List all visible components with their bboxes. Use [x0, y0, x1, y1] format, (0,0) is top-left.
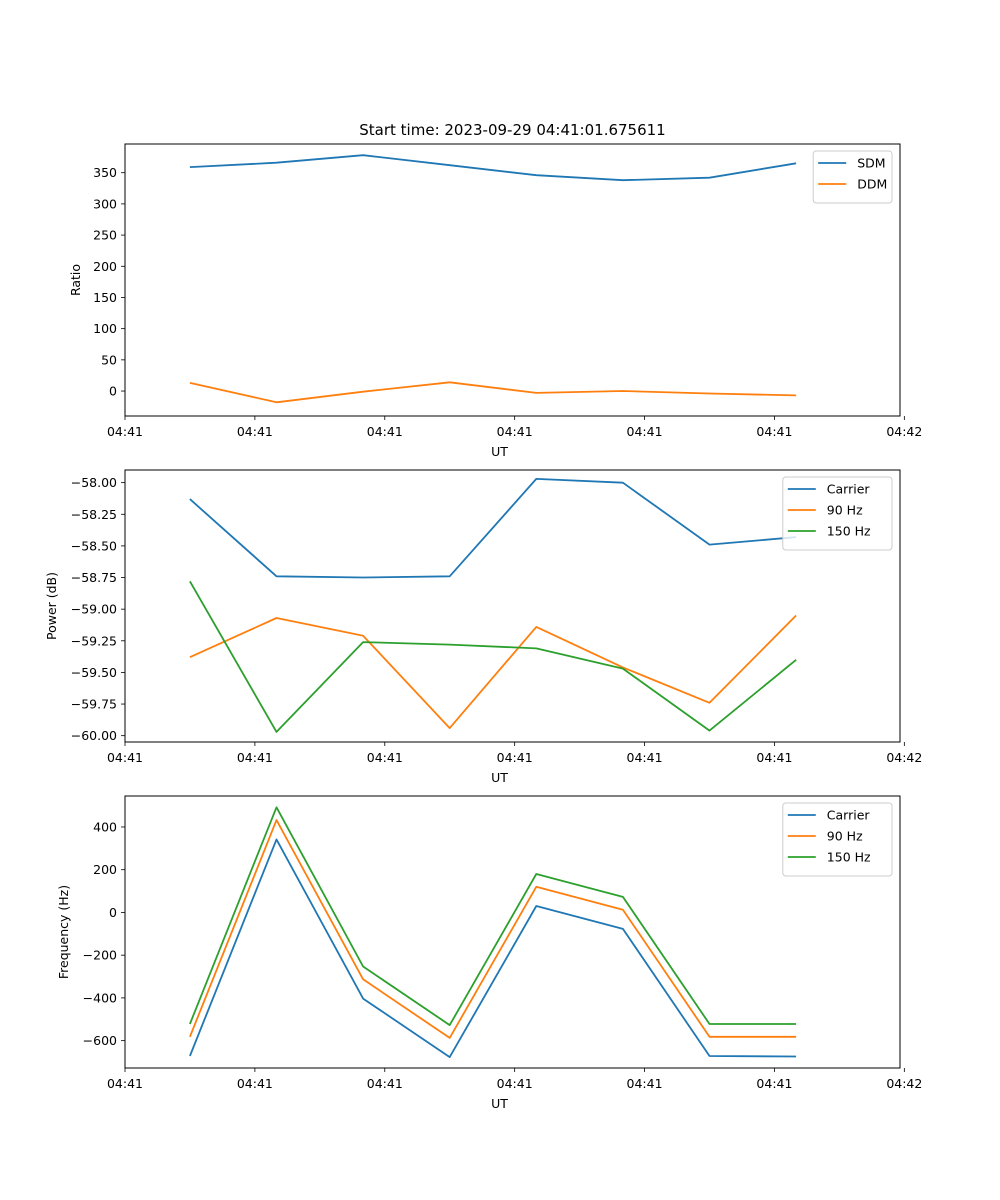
- y-tick-label: −58.50: [71, 538, 117, 553]
- axes-frame: [124, 469, 901, 743]
- y-axis-label: Power (dB): [44, 572, 59, 640]
- x-tick-label: 04:41: [237, 424, 273, 439]
- y-tick-label: 400: [93, 819, 117, 834]
- y-tick-label: 200: [93, 862, 117, 877]
- y-tick-label: −600: [83, 1033, 117, 1048]
- y-tick-label: −58.00: [71, 475, 117, 490]
- chart-panel-2: 04:41 04:41 04:41 04:41 04:41 04:41 04:42 −60.0…: [44, 469, 922, 785]
- x-tick-label: 04:41: [627, 424, 663, 439]
- y-tick-label: −59.00: [71, 602, 117, 617]
- series-line-ddm: [189, 381, 797, 404]
- y-tick-label: −59.50: [71, 665, 117, 680]
- y-tick-label: −400: [83, 990, 117, 1005]
- x-tick-label: 04:42: [886, 1076, 922, 1091]
- y-tick-label: 150: [93, 290, 117, 305]
- chart-title: Start time: 2023-09-29 04:41:01.675611: [359, 121, 665, 139]
- series-line-90-hz: [189, 819, 797, 1039]
- y-tick-label: −59.75: [71, 697, 117, 712]
- y-tick-label: 50: [101, 352, 117, 367]
- series-line-90-hz: [189, 614, 797, 729]
- y-axis-label: Frequency (Hz): [56, 885, 71, 979]
- y-tick-label: 300: [93, 196, 117, 211]
- x-tick-label: 04:41: [367, 424, 403, 439]
- y-tick-label: 0: [109, 905, 117, 920]
- series-line-150-hz: [189, 806, 797, 1026]
- axes-frame: [124, 143, 901, 417]
- y-tick-label: −58.25: [71, 507, 117, 522]
- axes-frame: [124, 795, 901, 1069]
- legend-label: DDM: [857, 177, 887, 192]
- legend: Carrier 90 Hz 150 Hz: [782, 802, 893, 877]
- y-axis-label: Ratio: [68, 264, 83, 296]
- chart-panel-1: Start time: 2023-09-29 04:41:01.675611 04…: [68, 121, 922, 459]
- legend-label: 90 Hz: [827, 503, 863, 518]
- x-tick-label: 04:41: [497, 1076, 533, 1091]
- x-tick-label: 04:41: [756, 1076, 792, 1091]
- x-tick-label: 04:41: [237, 1076, 273, 1091]
- series-line-150-hz: [189, 580, 797, 733]
- x-tick-label: 04:41: [107, 424, 143, 439]
- x-tick-label: 04:41: [367, 1076, 403, 1091]
- x-tick-label: 04:41: [107, 1076, 143, 1091]
- legend: Carrier 90 Hz 150 Hz: [782, 476, 893, 551]
- x-tick-label: 04:42: [886, 750, 922, 765]
- y-tick-label: 200: [93, 259, 117, 274]
- y-tick-label: −200: [83, 948, 117, 963]
- x-tick-label: 04:42: [886, 424, 922, 439]
- legend-label: SDM: [857, 156, 885, 171]
- x-tick-label: 04:41: [497, 424, 533, 439]
- legend-label: 150 Hz: [827, 850, 871, 865]
- series-line-carrier: [189, 477, 797, 579]
- x-axis-label: UT: [491, 1096, 508, 1111]
- y-tick-label: 250: [93, 228, 117, 243]
- x-tick-label: 04:41: [367, 750, 403, 765]
- legend-label: 150 Hz: [827, 524, 871, 539]
- series-line-sdm: [189, 154, 797, 182]
- x-tick-label: 04:41: [107, 750, 143, 765]
- series-line-carrier: [189, 838, 797, 1058]
- y-tick-label: −58.75: [71, 570, 117, 585]
- chart-panel-3: 04:41 04:41 04:41 04:41 04:41 04:41 04:42 −600 −…: [56, 795, 922, 1111]
- legend-label: 90 Hz: [827, 829, 863, 844]
- legend-label: Carrier: [827, 482, 871, 497]
- x-axis-label: UT: [491, 444, 508, 459]
- legend-box: [812, 150, 893, 204]
- y-tick-label: −59.25: [71, 633, 117, 648]
- x-tick-label: 04:41: [497, 750, 533, 765]
- x-tick-label: 04:41: [627, 1076, 663, 1091]
- y-tick-label: 350: [93, 165, 117, 180]
- x-tick-label: 04:41: [756, 424, 792, 439]
- x-tick-label: 04:41: [237, 750, 273, 765]
- legend-label: Carrier: [827, 808, 871, 823]
- y-tick-label: 0: [109, 384, 117, 399]
- x-axis-label: UT: [491, 770, 508, 785]
- y-tick-label: −60.00: [71, 728, 117, 743]
- y-tick-label: 100: [93, 321, 117, 336]
- x-tick-label: 04:41: [627, 750, 663, 765]
- x-tick-label: 04:41: [756, 750, 792, 765]
- legend: SDM DDM: [812, 150, 893, 204]
